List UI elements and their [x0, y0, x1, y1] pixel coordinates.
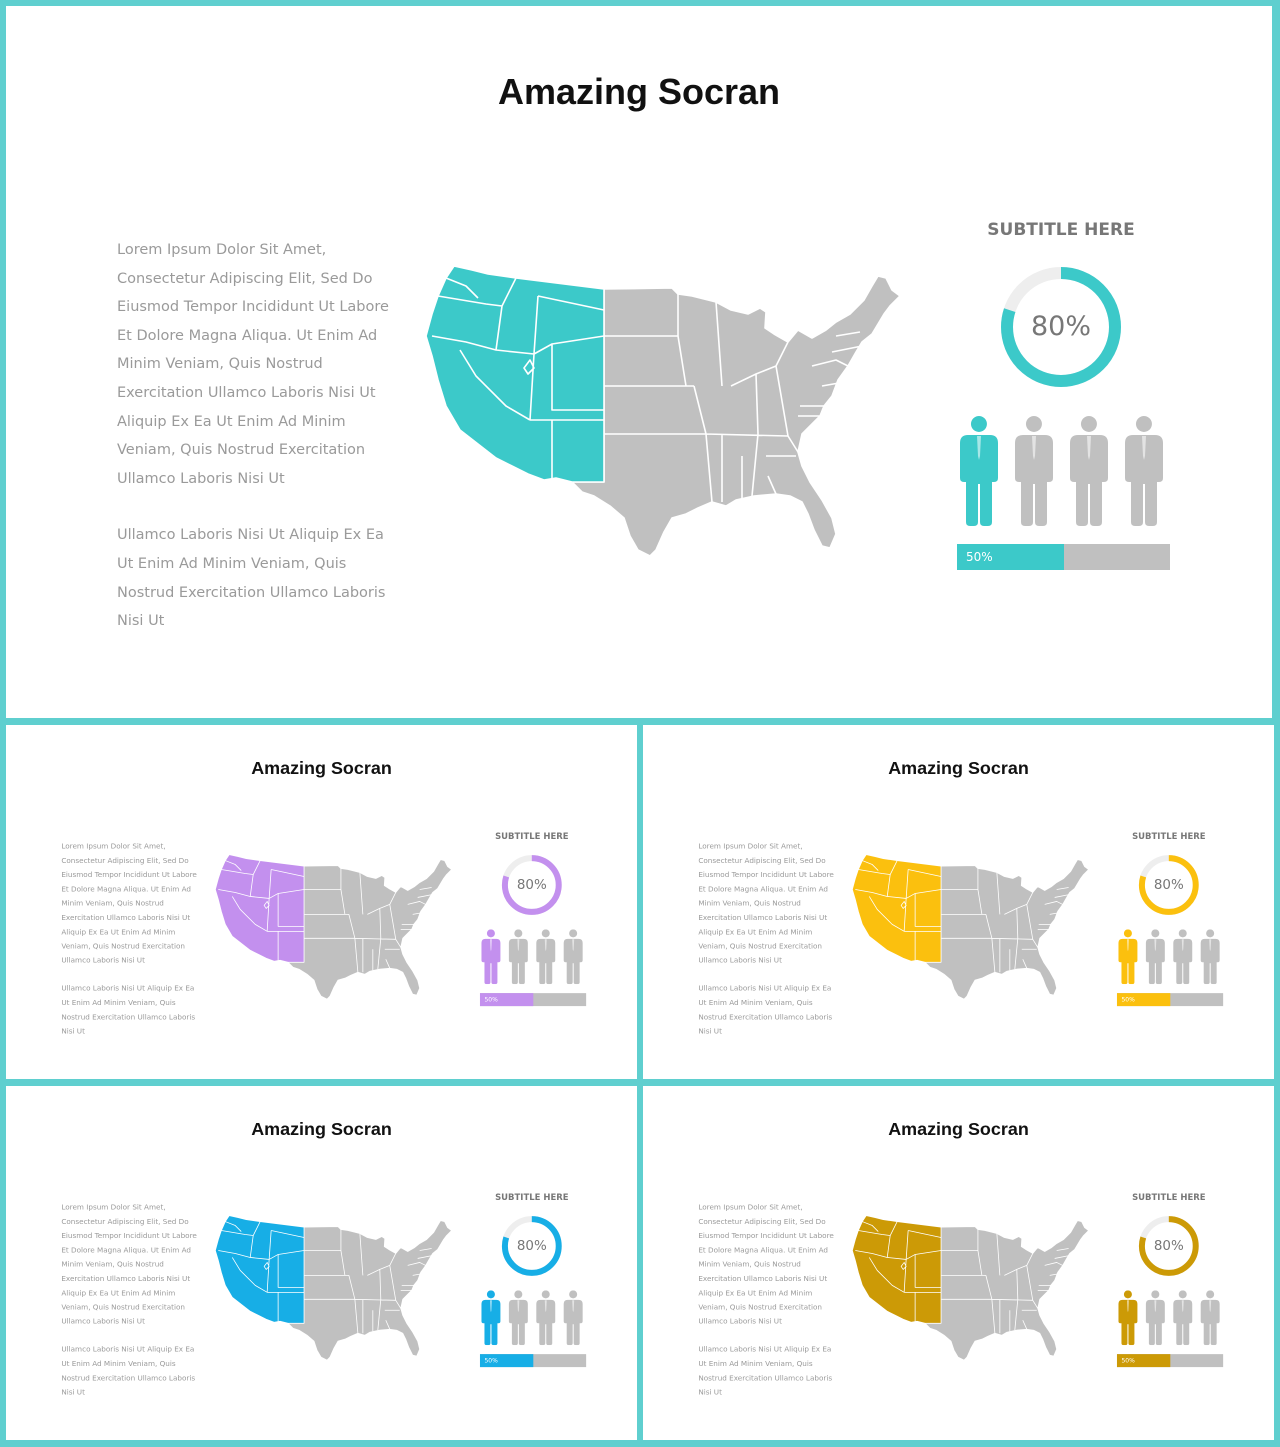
map-western-states: [851, 1215, 942, 1324]
person-icon: [481, 1290, 501, 1346]
progress-bar-fill: [957, 544, 1064, 570]
person-icon: [508, 1290, 528, 1346]
person-icon: [481, 929, 501, 985]
subtitle: SUBTITLE HERE: [495, 1192, 569, 1203]
progress-bar-label: 50%: [1121, 1357, 1135, 1365]
ring-percentage-label: 80%: [1030, 311, 1091, 342]
subtitle: SUBTITLE HERE: [1132, 831, 1206, 842]
usa-map-icon: [851, 854, 1089, 1000]
body-paragraph-1: Lorem Ipsum Dolor Sit Amet, Consectetur …: [698, 842, 834, 965]
usa-map-icon: [851, 1215, 1089, 1361]
slide-title: Amazing Socran: [888, 757, 1029, 778]
map-western-states: [425, 265, 605, 483]
person-icon: [1125, 416, 1163, 526]
person-icon: [960, 416, 998, 526]
usa-map-icon: [214, 1215, 452, 1361]
progress-bar-label: 50%: [484, 1357, 498, 1365]
people-icon-row: [1116, 1290, 1223, 1346]
map-western-states: [214, 1215, 305, 1324]
people-icon-row: [479, 929, 586, 985]
ring-percentage-label: 80%: [1153, 877, 1184, 893]
body-paragraph-2: Ullamco Laboris Nisi Ut Aliquip Ex Ea Ut…: [698, 984, 833, 1036]
body-paragraph-2: Ullamco Laboris Nisi Ut Aliquip Ex Ea Ut…: [61, 1345, 196, 1397]
slide-main-teal: Amazing Socran Lorem Ipsum Dolor Sit Ame…: [6, 6, 1272, 718]
person-icon: [536, 929, 556, 985]
progress-bar: 50%: [479, 1354, 587, 1368]
percentage-ring: [501, 1216, 562, 1276]
usa-map-icon: [425, 265, 901, 556]
ring-percentage-label: 80%: [1153, 1238, 1184, 1254]
body-paragraph-2: Ullamco Laboris Nisi Ut Aliquip Ex Ea Ut…: [117, 527, 386, 630]
ring-percentage-label: 80%: [516, 877, 547, 893]
map-western-states: [214, 854, 305, 963]
progress-bar-label: 50%: [966, 550, 993, 564]
progress-bar-fill: [1116, 1354, 1171, 1368]
person-icon: [1145, 929, 1165, 985]
subtitle: SUBTITLE HERE: [987, 220, 1135, 240]
person-icon: [1118, 1290, 1138, 1346]
body-paragraph-2: Ullamco Laboris Nisi Ut Aliquip Ex Ea Ut…: [698, 1345, 833, 1397]
percentage-ring: [1138, 855, 1199, 915]
person-icon: [1200, 929, 1220, 985]
usa-map-icon: [214, 854, 452, 1000]
ring-value-arc: [1001, 267, 1121, 387]
person-icon: [508, 929, 528, 985]
progress-bar: 50%: [1116, 993, 1224, 1007]
progress-bar-label: 50%: [484, 996, 498, 1004]
body-paragraph-2: Ullamco Laboris Nisi Ut Aliquip Ex Ea Ut…: [61, 984, 196, 1036]
body-text: Lorem Ipsum Dolor Sit Amet, Consectetur …: [117, 236, 392, 636]
progress-bar-fill: [479, 1354, 534, 1368]
slide-title: Amazing Socran: [251, 1118, 392, 1139]
person-icon: [1070, 416, 1108, 526]
ring-value-arc: [501, 1216, 562, 1276]
people-icon-row: [1116, 929, 1223, 985]
progress-bar: 50%: [479, 993, 587, 1007]
progress-bar-label: 50%: [1121, 996, 1135, 1004]
slide-variant-purple: Amazing Socran Lorem Ipsum Dolor Sit Ame…: [6, 725, 637, 1079]
ring-value-arc: [501, 855, 562, 915]
map-states-gray: [287, 859, 452, 1000]
percentage-ring: [1138, 1216, 1199, 1276]
map-states-gray: [924, 859, 1089, 1000]
slide-variant-gold: Amazing Socran Lorem Ipsum Dolor Sit Ame…: [643, 1086, 1274, 1440]
person-icon: [563, 929, 583, 985]
ring-percentage-label: 80%: [516, 1238, 547, 1254]
slide-title: Amazing Socran: [497, 71, 781, 112]
people-icon-row: [479, 1290, 586, 1346]
person-icon: [1173, 929, 1193, 985]
slide-variant-blue: Amazing Socran Lorem Ipsum Dolor Sit Ame…: [6, 1086, 637, 1440]
percentage-ring: [1001, 267, 1121, 387]
slide-variant-yellow: Amazing Socran Lorem Ipsum Dolor Sit Ame…: [643, 725, 1274, 1079]
map-western-states: [851, 854, 942, 963]
map-states-gray: [571, 275, 901, 556]
subtitle: SUBTITLE HERE: [1132, 1192, 1206, 1203]
map-states-gray: [924, 1220, 1089, 1361]
slide-title: Amazing Socran: [888, 1118, 1029, 1139]
body-paragraph-1: Lorem Ipsum Dolor Sit Amet, Consectetur …: [61, 1203, 197, 1326]
body-paragraph-1: Lorem Ipsum Dolor Sit Amet, Consectetur …: [698, 1203, 834, 1326]
person-icon: [1145, 1290, 1165, 1346]
person-icon: [1118, 929, 1138, 985]
progress-bar: 50%: [1116, 1354, 1224, 1368]
progress-bar: 50%: [957, 544, 1170, 570]
progress-bar-fill: [1116, 993, 1171, 1007]
percentage-ring: [501, 855, 562, 915]
people-icon-row: [956, 416, 1171, 526]
body-paragraph-1: Lorem Ipsum Dolor Sit Amet, Consectetur …: [61, 842, 197, 965]
slide-title: Amazing Socran: [251, 757, 392, 778]
person-icon: [563, 1290, 583, 1346]
body-text: Lorem Ipsum Dolor Sit Amet, Consectetur …: [698, 1201, 835, 1400]
body-text: Lorem Ipsum Dolor Sit Amet, Consectetur …: [698, 840, 835, 1039]
progress-bar-fill: [479, 993, 534, 1007]
body-paragraph-1: Lorem Ipsum Dolor Sit Amet, Consectetur …: [117, 242, 389, 487]
subtitle: SUBTITLE HERE: [495, 831, 569, 842]
body-text: Lorem Ipsum Dolor Sit Amet, Consectetur …: [61, 1201, 198, 1400]
map-states-gray: [287, 1220, 452, 1361]
person-icon: [1015, 416, 1053, 526]
person-icon: [536, 1290, 556, 1346]
person-icon: [1200, 1290, 1220, 1346]
body-text: Lorem Ipsum Dolor Sit Amet, Consectetur …: [61, 840, 198, 1039]
person-icon: [1173, 1290, 1193, 1346]
